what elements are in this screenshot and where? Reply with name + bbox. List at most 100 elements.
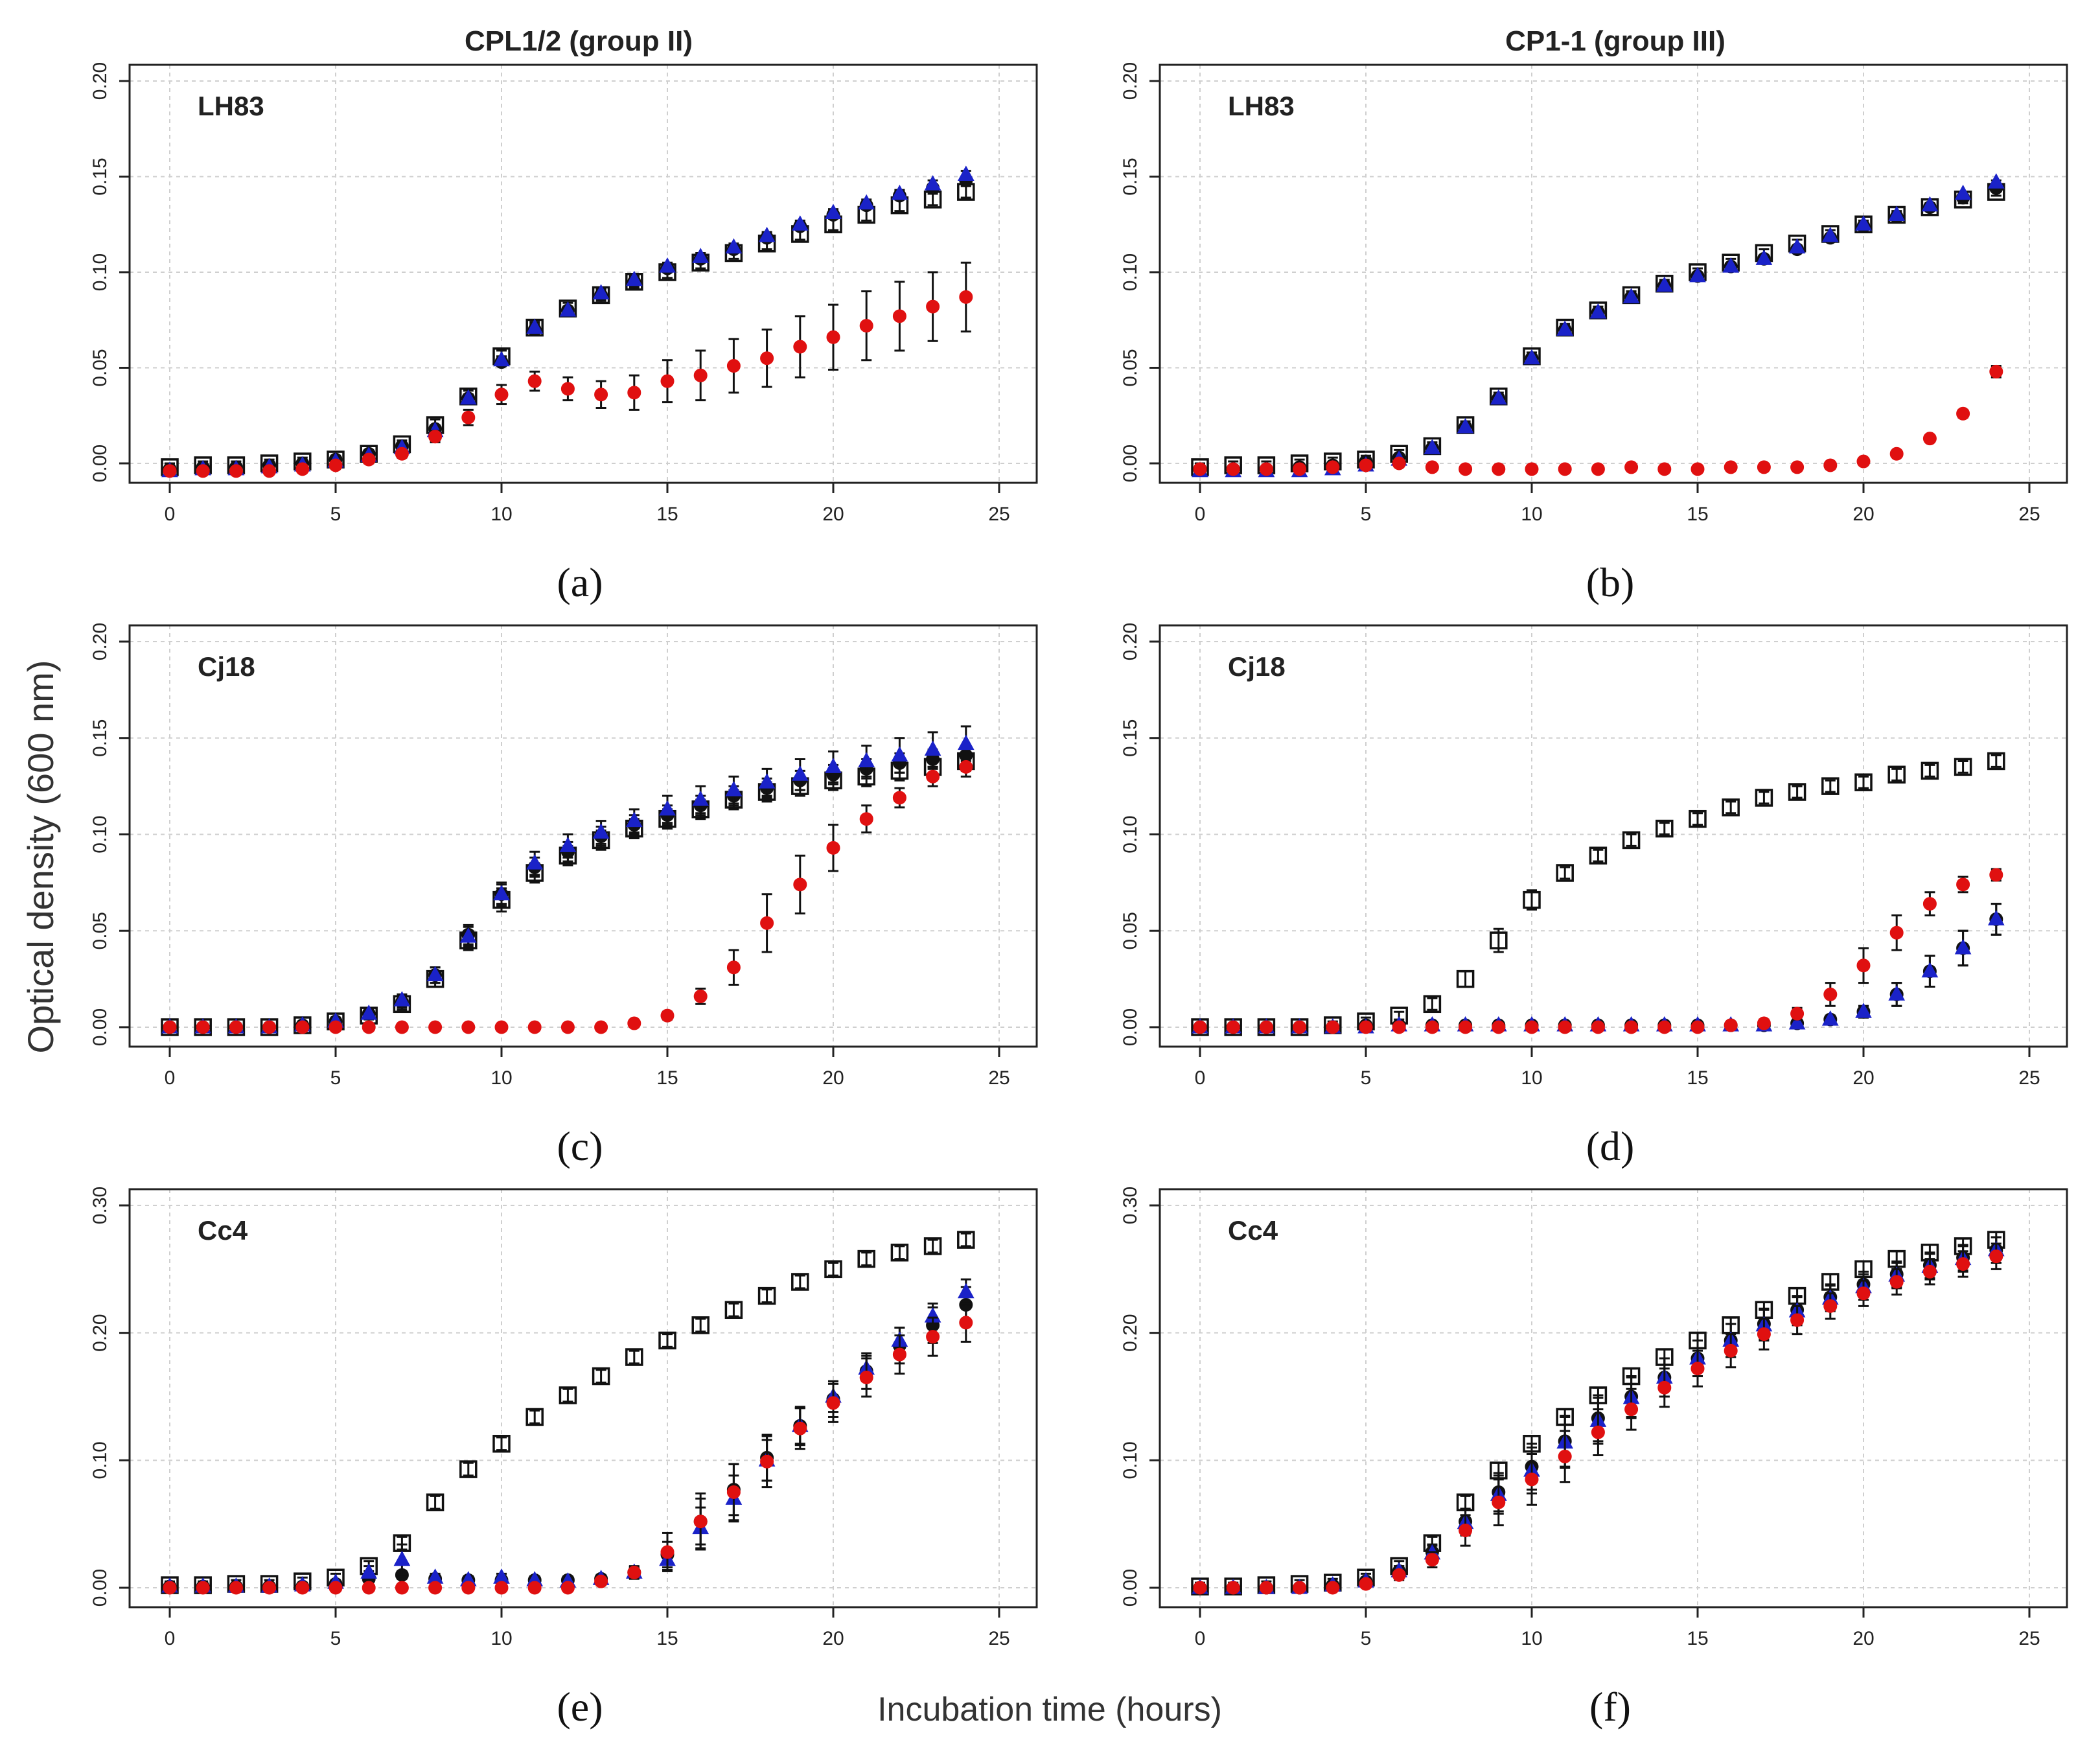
point-circle <box>826 330 840 344</box>
point-circle <box>726 359 741 373</box>
point-circle <box>1459 1524 1473 1537</box>
y-tick-label: 0.15 <box>1120 157 1141 195</box>
x-tick-label: 10 <box>490 1628 512 1649</box>
point-circle <box>1856 958 1871 973</box>
y-tick-label: 0.15 <box>1120 719 1141 757</box>
series-red-circle <box>1193 1242 2003 1595</box>
point-triangle <box>360 1563 378 1579</box>
point-circle <box>1326 1020 1340 1034</box>
strain-label: LH83 <box>198 91 264 121</box>
x-tick-label: 15 <box>656 1628 678 1649</box>
point-square <box>1589 846 1608 865</box>
point-circle <box>1724 1343 1738 1358</box>
point-triangle <box>1921 962 1939 978</box>
point-circle <box>1889 1275 1904 1289</box>
y-tick-label: 0.05 <box>89 912 111 949</box>
point-square <box>592 1367 610 1386</box>
plot-frame <box>128 1188 1038 1608</box>
point-circle <box>196 1581 210 1595</box>
panel-f: 0 5 10 15 20 25 0.00 0.10 0.20 0.30 Cc4 (f) <box>1120 1187 2068 1730</box>
point-circle <box>1392 1020 1406 1034</box>
point-circle <box>1922 1264 1937 1279</box>
point-triangle <box>459 927 477 943</box>
y-tick-label: 0.20 <box>1120 623 1141 660</box>
point-circle <box>1425 1553 1439 1567</box>
panel-c: 0 5 10 15 20 25 0.00 0.05 0.10 0.15 0.20 Cj18 (c) <box>89 623 1038 1169</box>
point-circle <box>1326 1581 1340 1595</box>
point-circle <box>1956 1257 1970 1271</box>
x-tick-label: 15 <box>1687 504 1708 525</box>
point-circle <box>1956 877 1970 892</box>
point-circle <box>1757 1327 1771 1341</box>
point-circle <box>295 1020 310 1034</box>
point-triangle <box>493 885 510 901</box>
point-triangle <box>559 837 577 852</box>
x-tick-label: 15 <box>1687 1067 1708 1089</box>
x-tick-label: 5 <box>1361 1628 1372 1649</box>
point-square <box>426 1493 444 1511</box>
point-circle <box>959 290 973 304</box>
x-tick-label: 5 <box>1361 1067 1372 1089</box>
y-tick-label: 0.10 <box>89 815 111 853</box>
point-circle <box>329 1581 343 1595</box>
point-circle <box>1591 1425 1605 1439</box>
point-circle <box>1558 1020 1572 1034</box>
point-triangle <box>1755 250 1773 265</box>
point-circle <box>1856 1286 1871 1301</box>
point-triangle <box>1556 320 1574 336</box>
point-circle <box>1193 462 1207 476</box>
point-triangle <box>1954 938 1972 955</box>
point-circle <box>1259 462 1273 476</box>
point-triangle <box>659 800 676 816</box>
point-square <box>492 1435 511 1453</box>
panel-b: 0 5 10 15 20 25 0.00 0.05 0.10 0.15 0.20 LH83 (b) <box>1120 62 2068 605</box>
y-tick-label: 0.10 <box>1120 815 1141 853</box>
panel-letter: (b) <box>1586 559 1635 605</box>
point-circle <box>1591 462 1605 476</box>
x-tick-label: 5 <box>1361 504 1372 525</box>
point-circle <box>527 1581 542 1595</box>
point-triangle <box>858 194 875 210</box>
point-circle <box>1359 1577 1373 1591</box>
point-triangle <box>1921 196 1939 212</box>
y-tick-label: 0.00 <box>89 445 111 482</box>
y-tick-label: 0.20 <box>89 62 111 100</box>
point-circle <box>594 388 608 402</box>
point-square <box>1722 798 1740 817</box>
point-circle <box>760 1454 774 1469</box>
point-circle <box>1690 1362 1705 1376</box>
point-circle <box>1226 1020 1240 1034</box>
point-circle <box>760 351 774 366</box>
point-circle <box>1657 1020 1672 1034</box>
x-tick-label: 20 <box>1852 1067 1874 1089</box>
point-circle <box>395 1020 409 1034</box>
point-circle <box>1922 432 1937 446</box>
point-triangle <box>1722 257 1740 273</box>
panel-letter: (d) <box>1586 1123 1635 1169</box>
point-circle <box>1922 897 1937 911</box>
point-circle <box>494 388 509 402</box>
point-circle <box>660 1008 675 1023</box>
point-square <box>724 1301 743 1319</box>
point-circle <box>1989 868 2003 882</box>
point-circle <box>229 1581 243 1595</box>
x-tick-label: 10 <box>1521 1628 1542 1649</box>
point-circle <box>1657 1380 1672 1395</box>
point-triangle <box>825 203 842 220</box>
point-square <box>1854 773 1873 791</box>
x-tick-label: 25 <box>988 1067 1010 1089</box>
point-circle <box>1690 1020 1705 1034</box>
point-square <box>1656 819 1674 838</box>
strain-label: LH83 <box>1228 91 1295 121</box>
point-square <box>559 1386 577 1404</box>
point-square <box>1788 783 1806 801</box>
panel-letter: (a) <box>557 559 603 605</box>
point-circle <box>1889 447 1904 461</box>
point-circle <box>793 877 807 892</box>
point-square <box>1987 752 2005 771</box>
point-circle <box>859 812 873 826</box>
point-circle <box>428 1020 443 1034</box>
point-circle <box>262 464 277 478</box>
point-triangle <box>526 854 544 870</box>
